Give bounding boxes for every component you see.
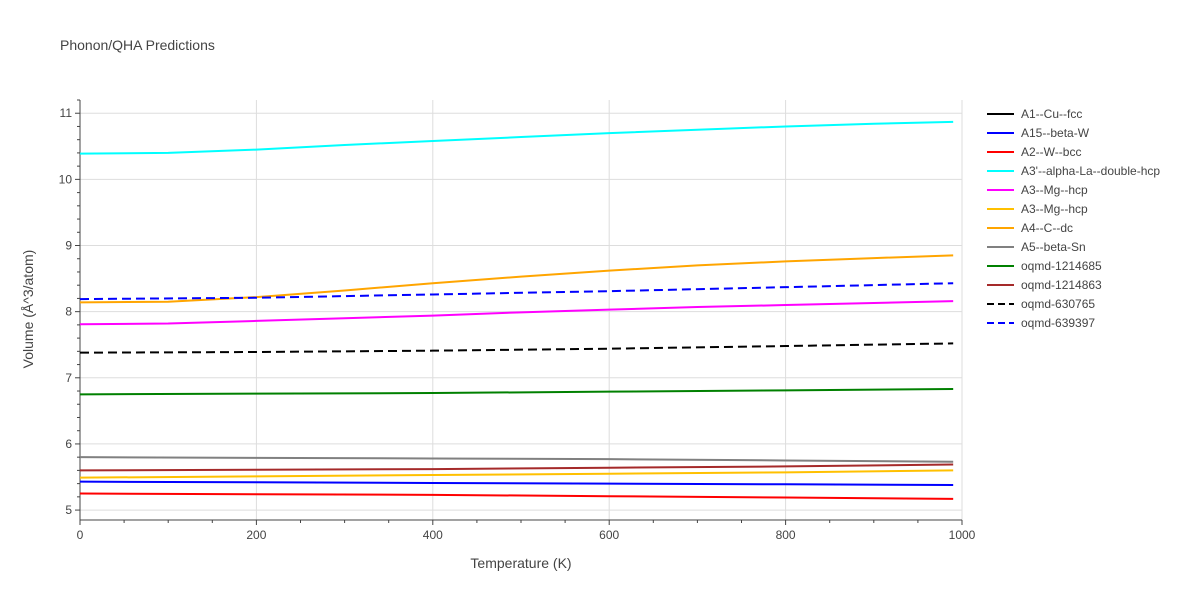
- legend-label: oqmd-630765: [1021, 297, 1095, 311]
- legend-item[interactable]: oqmd-1214863: [987, 278, 1102, 292]
- y-tick-label: 9: [65, 239, 72, 253]
- legend-label: A3--Mg--hcp: [1021, 202, 1088, 216]
- series-line: [79, 463, 954, 472]
- x-tick-label: 600: [599, 528, 619, 542]
- x-tick-label: 400: [423, 528, 443, 542]
- y-tick-label: 8: [65, 305, 72, 319]
- y-tick-label: 5: [65, 503, 72, 517]
- series-line: [79, 342, 954, 354]
- series-line: [79, 254, 954, 304]
- legend-label: oqmd-1214685: [1021, 259, 1102, 273]
- legend-item[interactable]: oqmd-630765: [987, 297, 1095, 311]
- legend-label: oqmd-1214863: [1021, 278, 1102, 292]
- chart-title: Phonon/QHA Predictions: [60, 37, 215, 53]
- series-line: [79, 492, 954, 500]
- series-line: [79, 388, 954, 396]
- legend-item[interactable]: A3'--alpha-La--double-hcp: [987, 164, 1160, 178]
- series-line: [79, 120, 954, 155]
- legend-label: oqmd-639397: [1021, 316, 1095, 330]
- x-tick-label: 1000: [949, 528, 976, 542]
- x-tick-label: 0: [77, 528, 84, 542]
- legend-label: A3'--alpha-La--double-hcp: [1021, 164, 1160, 178]
- legend-item[interactable]: A1--Cu--fcc: [987, 107, 1082, 121]
- legend-item[interactable]: A3--Mg--hcp: [987, 183, 1088, 197]
- axes: 0 200 400 600 800 1000 5 6 7 8 9 10 11: [59, 99, 976, 542]
- y-tick-label: 6: [65, 437, 72, 451]
- x-tick-label: 200: [246, 528, 266, 542]
- series-line: [79, 456, 954, 463]
- legend-item[interactable]: A5--beta-Sn: [987, 240, 1086, 254]
- legend-item[interactable]: A4--C--dc: [987, 221, 1073, 235]
- legend-item[interactable]: A2--W--bcc: [987, 145, 1081, 159]
- legend-item[interactable]: A15--beta-W: [987, 126, 1090, 140]
- legend-label: A4--C--dc: [1021, 221, 1073, 235]
- series-line: [79, 469, 954, 479]
- series-line: [79, 300, 954, 326]
- series-line: [79, 480, 954, 486]
- x-axis-title: Temperature (K): [470, 555, 571, 571]
- legend[interactable]: A1--Cu--fcc A15--beta-W A2--W--bcc A3'--alp…: [987, 107, 1160, 330]
- y-tick-label: 11: [60, 106, 73, 120]
- legend-label: A5--beta-Sn: [1021, 240, 1086, 254]
- legend-label: A3--Mg--hcp: [1021, 183, 1088, 197]
- y-tick-label: 10: [59, 172, 73, 186]
- legend-label: A2--W--bcc: [1021, 145, 1081, 159]
- series-line: [79, 282, 954, 301]
- legend-item[interactable]: oqmd-1214685: [987, 259, 1102, 273]
- x-tick-label: 800: [776, 528, 796, 542]
- plot-area: [79, 120, 954, 500]
- legend-item[interactable]: A3--Mg--hcp: [987, 202, 1088, 216]
- y-axis-title: Volume (Å^3/atom): [20, 250, 36, 369]
- legend-label: A1--Cu--fcc: [1021, 107, 1082, 121]
- y-tick-label: 7: [65, 371, 72, 385]
- legend-item[interactable]: oqmd-639397: [987, 316, 1095, 330]
- legend-label: A15--beta-W: [1021, 126, 1090, 140]
